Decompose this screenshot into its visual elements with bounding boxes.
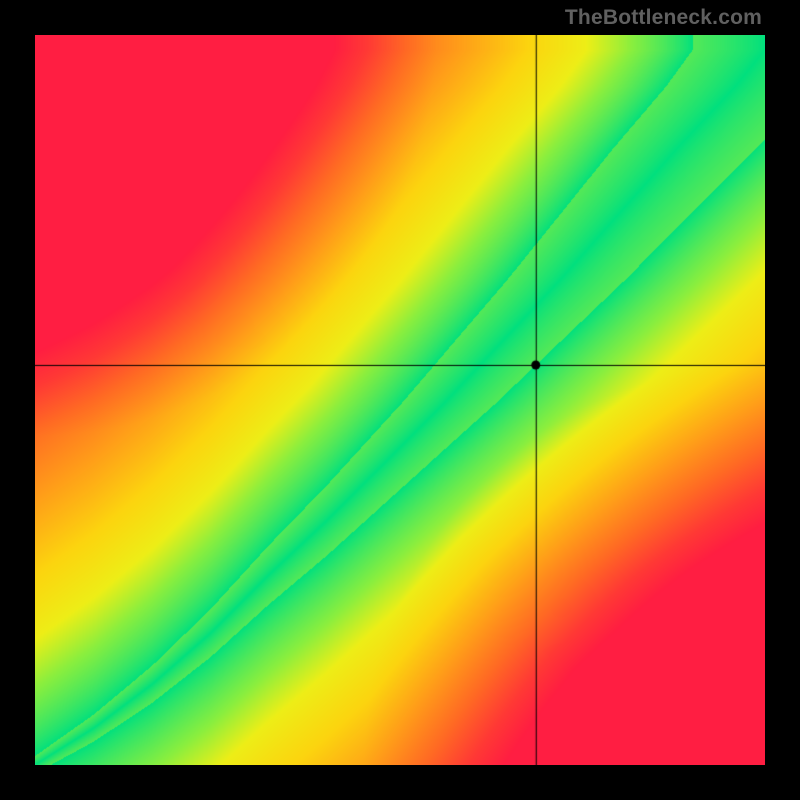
heatmap-canvas [35,35,765,765]
watermark-text: TheBottleneck.com [565,6,762,30]
plot-area [35,35,765,765]
